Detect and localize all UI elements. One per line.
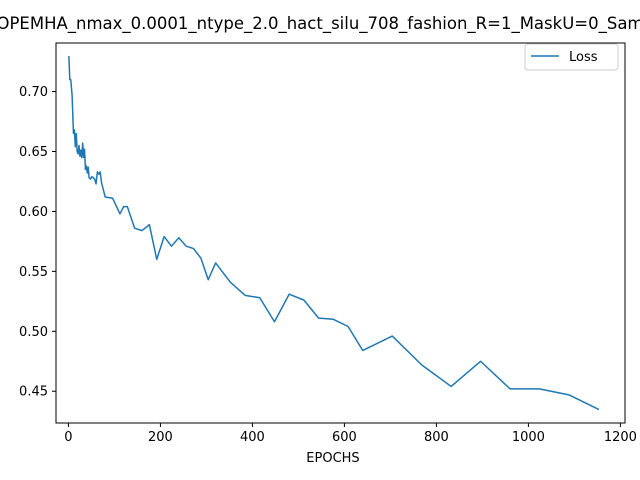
y-tick-label: 0.65 — [19, 145, 48, 160]
x-tick-label: 800 — [424, 430, 449, 445]
y-tick-label: 0.70 — [19, 85, 48, 100]
plot-area — [55, 42, 626, 424]
plot-background — [56, 43, 625, 423]
x-tick-label: 0 — [64, 430, 72, 445]
y-axis-ticks: 0.45 0.50 0.55 0.60 0.65 0.70 — [19, 85, 56, 400]
legend: Loss — [524, 43, 619, 71]
x-axis-label: EPOCHS — [306, 451, 359, 466]
y-tick-label: 0.55 — [19, 265, 48, 280]
axes-frame — [55, 42, 626, 424]
y-tick-label: 0.45 — [19, 385, 48, 400]
series-layer — [68, 56, 600, 411]
x-tick-label: 200 — [148, 430, 173, 445]
x-tick-label: 600 — [332, 430, 357, 445]
x-tick-label: 1200 — [604, 430, 637, 445]
x-tick-label: 1000 — [512, 430, 545, 445]
series-line-loss — [68, 56, 600, 411]
y-tick-label: 0.60 — [19, 205, 48, 220]
legend-box — [524, 43, 619, 71]
x-tick-label: 400 — [240, 430, 265, 445]
chart-title: OPEMHA_nmax_0.0001_ntype_2.0_hact_silu_7… — [0, 14, 640, 34]
x-axis-ticks: 0 200 400 600 800 1000 1200 — [64, 423, 637, 445]
legend-series-label: Loss — [569, 50, 598, 65]
y-tick-label: 0.50 — [19, 325, 48, 340]
